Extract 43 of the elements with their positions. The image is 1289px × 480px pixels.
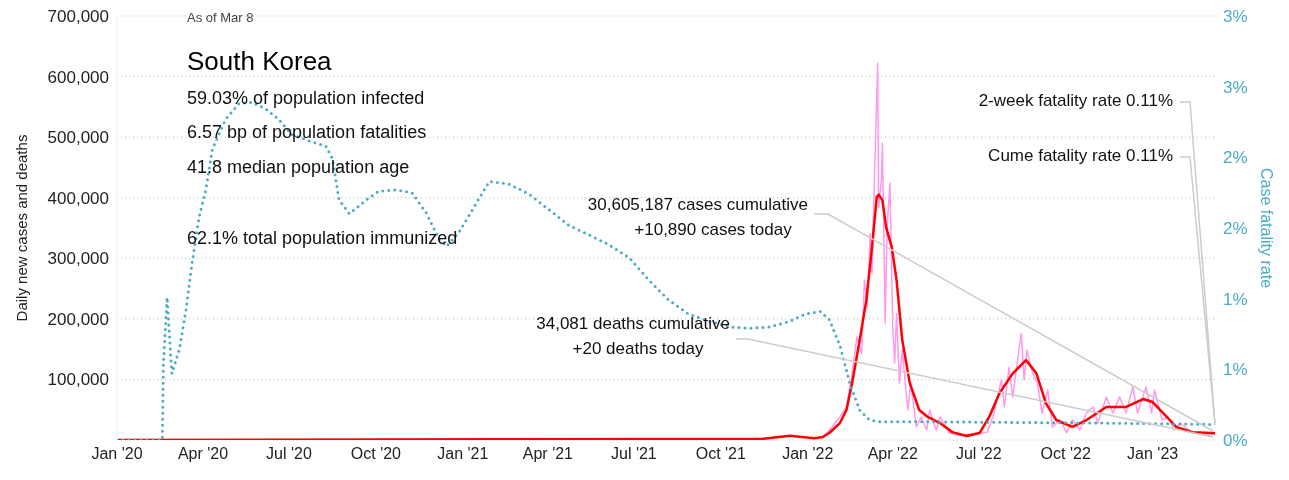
y-tick-label: 600,000 — [47, 67, 109, 87]
y-tick-label: 500,000 — [47, 128, 109, 148]
x-tick-label: Jan '23 — [1127, 445, 1179, 463]
y2-tick-label: 1% — [1223, 289, 1248, 309]
annotation: 59.03% of population infected — [187, 88, 425, 109]
y2-tick-label: 3% — [1223, 7, 1248, 27]
x-tick-label: Apr '21 — [522, 445, 574, 463]
annotation: 34,081 deaths cumulative — [536, 314, 730, 334]
annotation: 30,605,187 cases cumulative — [587, 195, 808, 215]
x-tick-label: Oct '21 — [695, 445, 746, 463]
x-tick-label: Oct '20 — [350, 445, 402, 463]
y2-tick-label: 2% — [1223, 219, 1248, 239]
line-series — [117, 193, 1215, 440]
y-tick-label: 700,000 — [47, 7, 109, 27]
line-series — [822, 62, 1215, 438]
x-tick-label: Jul '20 — [266, 445, 312, 463]
chart-subtitle: As of Mar 8 — [187, 10, 254, 25]
annotation: +20 deaths today — [572, 339, 704, 359]
y-axis-title: Daily new cases and deaths — [13, 134, 31, 322]
x-tick-label: Jan '22 — [782, 445, 834, 463]
x-tick-label: Jul '21 — [611, 445, 657, 463]
x-tick-label: Jul '22 — [955, 445, 1002, 463]
annotation: Cume fatality rate 0.11% — [988, 146, 1173, 166]
y2-axis-title: Case fatality rate — [1258, 167, 1276, 289]
annotation: 2-week fatality rate 0.11% — [978, 91, 1173, 111]
x-tick-label: Jan '20 — [91, 445, 143, 463]
x-tick-label: Jan '21 — [437, 445, 489, 463]
y-tick-label: 200,000 — [47, 309, 109, 329]
y-tick-label: 300,000 — [47, 249, 109, 269]
y2-tick-label: 2% — [1223, 148, 1248, 168]
y-tick-label: 100,000 — [47, 370, 109, 390]
x-tick-label: Apr '22 — [867, 445, 918, 463]
y2-tick-label: 1% — [1223, 360, 1248, 380]
annotation: 41.8 median population age — [187, 157, 410, 178]
annotation: +10,890 cases today — [634, 220, 792, 240]
text: South Korea — [187, 46, 332, 77]
annotation: 62.1% total population immunized — [187, 228, 458, 249]
annotation: 6.57 bp of population fatalities — [187, 122, 427, 143]
x-tick-label: Oct '22 — [1040, 445, 1091, 463]
x-tick-label: Apr '20 — [177, 445, 229, 463]
y2-tick-label: 0% — [1223, 431, 1248, 451]
y-tick-label: 400,000 — [47, 188, 109, 208]
y2-tick-label: 3% — [1223, 77, 1248, 97]
